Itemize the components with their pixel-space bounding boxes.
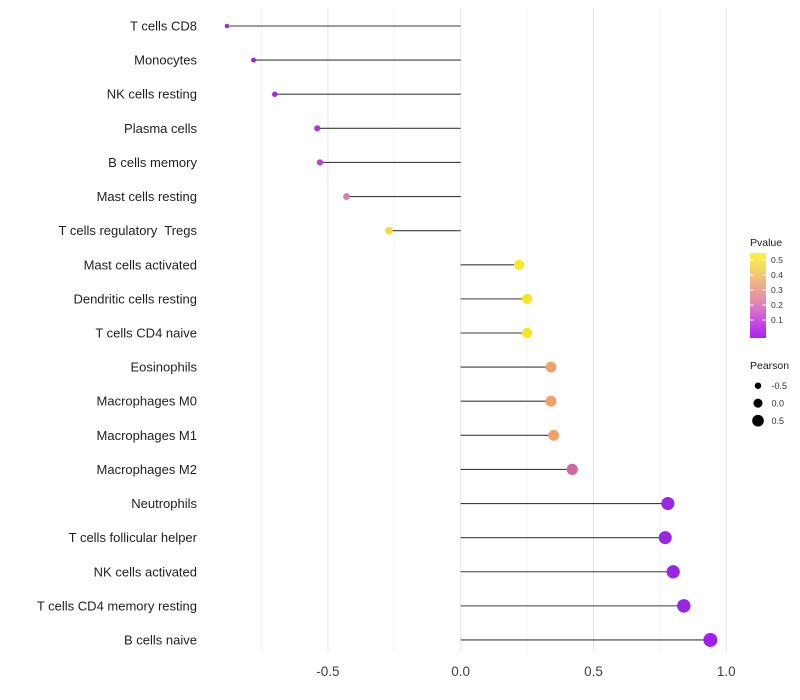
category-label: Mast cells resting	[97, 189, 197, 204]
lollipop-dot	[666, 565, 680, 579]
category-label: Macrophages M2	[97, 462, 197, 477]
category-label: T cells regulatory Tregs	[59, 223, 198, 238]
pearson-size-dot	[752, 414, 764, 427]
category-label: Neutrophils	[131, 496, 197, 511]
legend-pvalue-title: Pvalue	[750, 237, 782, 249]
category-label: T cells CD4 naive	[95, 325, 197, 340]
lollipop-dot	[548, 429, 560, 441]
category-label: Mast cells activated	[84, 257, 197, 272]
category-label: Macrophages M0	[97, 394, 197, 409]
lollipop-dot	[545, 361, 557, 373]
category-label: Plasma cells	[124, 121, 197, 136]
lollipop-dot	[677, 599, 691, 613]
lollipop-dot	[272, 91, 278, 97]
lollipop-dot	[224, 23, 230, 29]
lollipop-dot	[566, 463, 578, 476]
lollipop-dot	[514, 259, 525, 270]
colorbar-tick-label: 0.1	[771, 315, 783, 325]
lollipop-dot	[385, 226, 393, 235]
legend-pearson-title: Pearson	[750, 360, 789, 372]
category-label: B cells naive	[124, 632, 197, 647]
x-tick-label: -0.5	[316, 664, 339, 679]
colorbar-tick-label: 0.3	[771, 285, 783, 295]
lollipop-dot	[251, 57, 257, 63]
lollipop-dot	[545, 395, 557, 407]
lollipop-dot	[521, 293, 533, 305]
pearson-size-dot	[753, 398, 763, 408]
x-tick-label: 1.0	[717, 664, 736, 679]
lollipop-rows-group: T cells CD8 Monocytes NK cells resting Plas…	[37, 19, 718, 647]
legend-pvalue-group: Pvalue 0.5 0.4 0.3 0.2 0.1	[750, 237, 783, 338]
pearson-size-dot	[754, 382, 762, 389]
category-label: Monocytes	[134, 53, 197, 68]
lollipop-dot	[521, 327, 533, 339]
x-tick-label: 0.0	[451, 664, 470, 679]
colorbar-tick-label: 0.5	[771, 255, 783, 265]
category-label: B cells memory	[108, 155, 197, 170]
category-label: T cells follicular helper	[69, 530, 198, 545]
pearson-size-label: -0.5	[772, 381, 788, 391]
category-label: NK cells activated	[94, 564, 197, 579]
x-axis-group: -0.5 0.0 0.5 1.0	[316, 664, 735, 679]
colorbar-tick-label: 0.2	[771, 300, 783, 310]
colorbar-tick-label: 0.4	[771, 270, 783, 280]
pvalue-colorbar	[750, 253, 766, 338]
lollipop-dot	[658, 531, 672, 545]
category-label: NK cells resting	[107, 87, 197, 102]
pearson-size-label: 0.5	[772, 416, 785, 426]
category-label: Eosinophils	[131, 360, 198, 375]
lollipop-dot	[314, 125, 321, 132]
lollipop-dot	[316, 159, 324, 166]
lollipop-dot	[661, 496, 675, 511]
lollipop-dot	[343, 193, 350, 200]
legend-pearson-group: Pearson -0.5 0.0 0.5	[750, 360, 789, 427]
category-label: T cells CD4 memory resting	[37, 598, 197, 613]
category-label: T cells CD8	[130, 19, 197, 34]
category-label: Macrophages M1	[97, 428, 197, 443]
pearson-size-label: 0.0	[772, 399, 785, 409]
category-label: Dendritic cells resting	[73, 291, 197, 306]
x-tick-label: 0.5	[584, 664, 603, 679]
lollipop-dot	[703, 632, 718, 647]
